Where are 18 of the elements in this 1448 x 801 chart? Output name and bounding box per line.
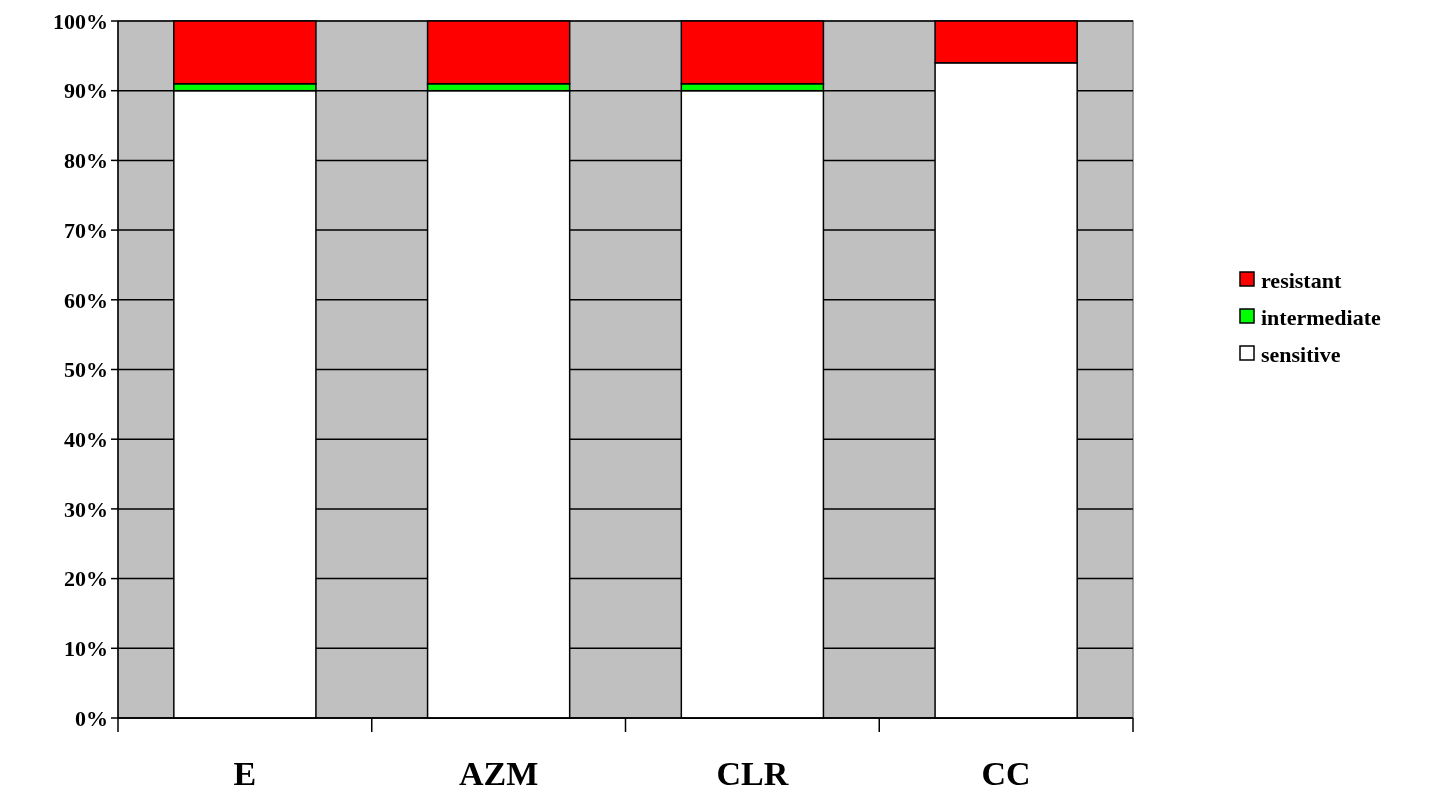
y-tick-label: 90% [64,78,108,104]
y-tick-label: 30% [64,496,108,522]
y-tick-label: 100% [53,8,108,34]
x-tick-label: E [233,755,257,792]
y-tick-label: 70% [64,217,108,243]
y-tick-label: 80% [64,148,108,174]
y-tick-label: 40% [64,426,108,452]
y-tick-label: 20% [64,566,108,592]
y-tick-label: 0% [75,705,108,731]
y-tick-label: 60% [64,287,108,313]
x-tick-label: AZM [458,755,539,792]
y-tick-label: 50% [64,357,108,383]
legend-label: sensitive [1261,341,1341,367]
x-tick-label: CC [981,755,1031,792]
x-tick-label: CLR [716,755,789,792]
legend-label: intermediate [1261,304,1381,330]
y-tick-label: 10% [64,636,108,661]
legend-label: resistant [1261,267,1342,293]
